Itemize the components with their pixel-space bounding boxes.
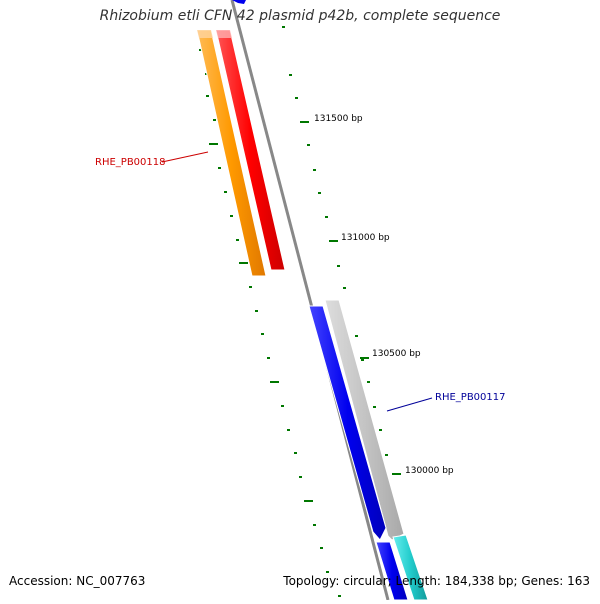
summary-text: Topology: circular; Length: 184,338 bp; …	[283, 574, 590, 588]
accession-text: Accession: NC_007763	[9, 574, 146, 588]
gene-feature-blue-top[interactable]	[232, 0, 246, 4]
gene-rhe-pb00118-cap	[216, 30, 232, 38]
backbone-line	[230, 0, 390, 601]
major-ticks	[209, 121, 401, 502]
gene-feature-blue[interactable]	[308, 305, 387, 541]
scale-label: 130500 bp	[372, 349, 421, 359]
label-leader-rhe-pb00118	[161, 151, 209, 163]
map-title: Rhizobium etli CFN 42 plasmid p42b, comp…	[99, 8, 501, 24]
minor-ticks	[199, 26, 388, 597]
scale-label: 131500 bp	[314, 114, 363, 124]
scale-label: 130000 bp	[405, 466, 454, 476]
gene-label-rhe-pb00118[interactable]: RHE_PB00118	[95, 157, 166, 168]
gene-feature-orange-cap	[197, 30, 213, 38]
label-leader-rhe-pb00117	[386, 397, 433, 412]
gene-label-rhe-pb00117[interactable]: RHE_PB00117	[435, 392, 506, 403]
scale-label: 131000 bp	[341, 233, 390, 243]
